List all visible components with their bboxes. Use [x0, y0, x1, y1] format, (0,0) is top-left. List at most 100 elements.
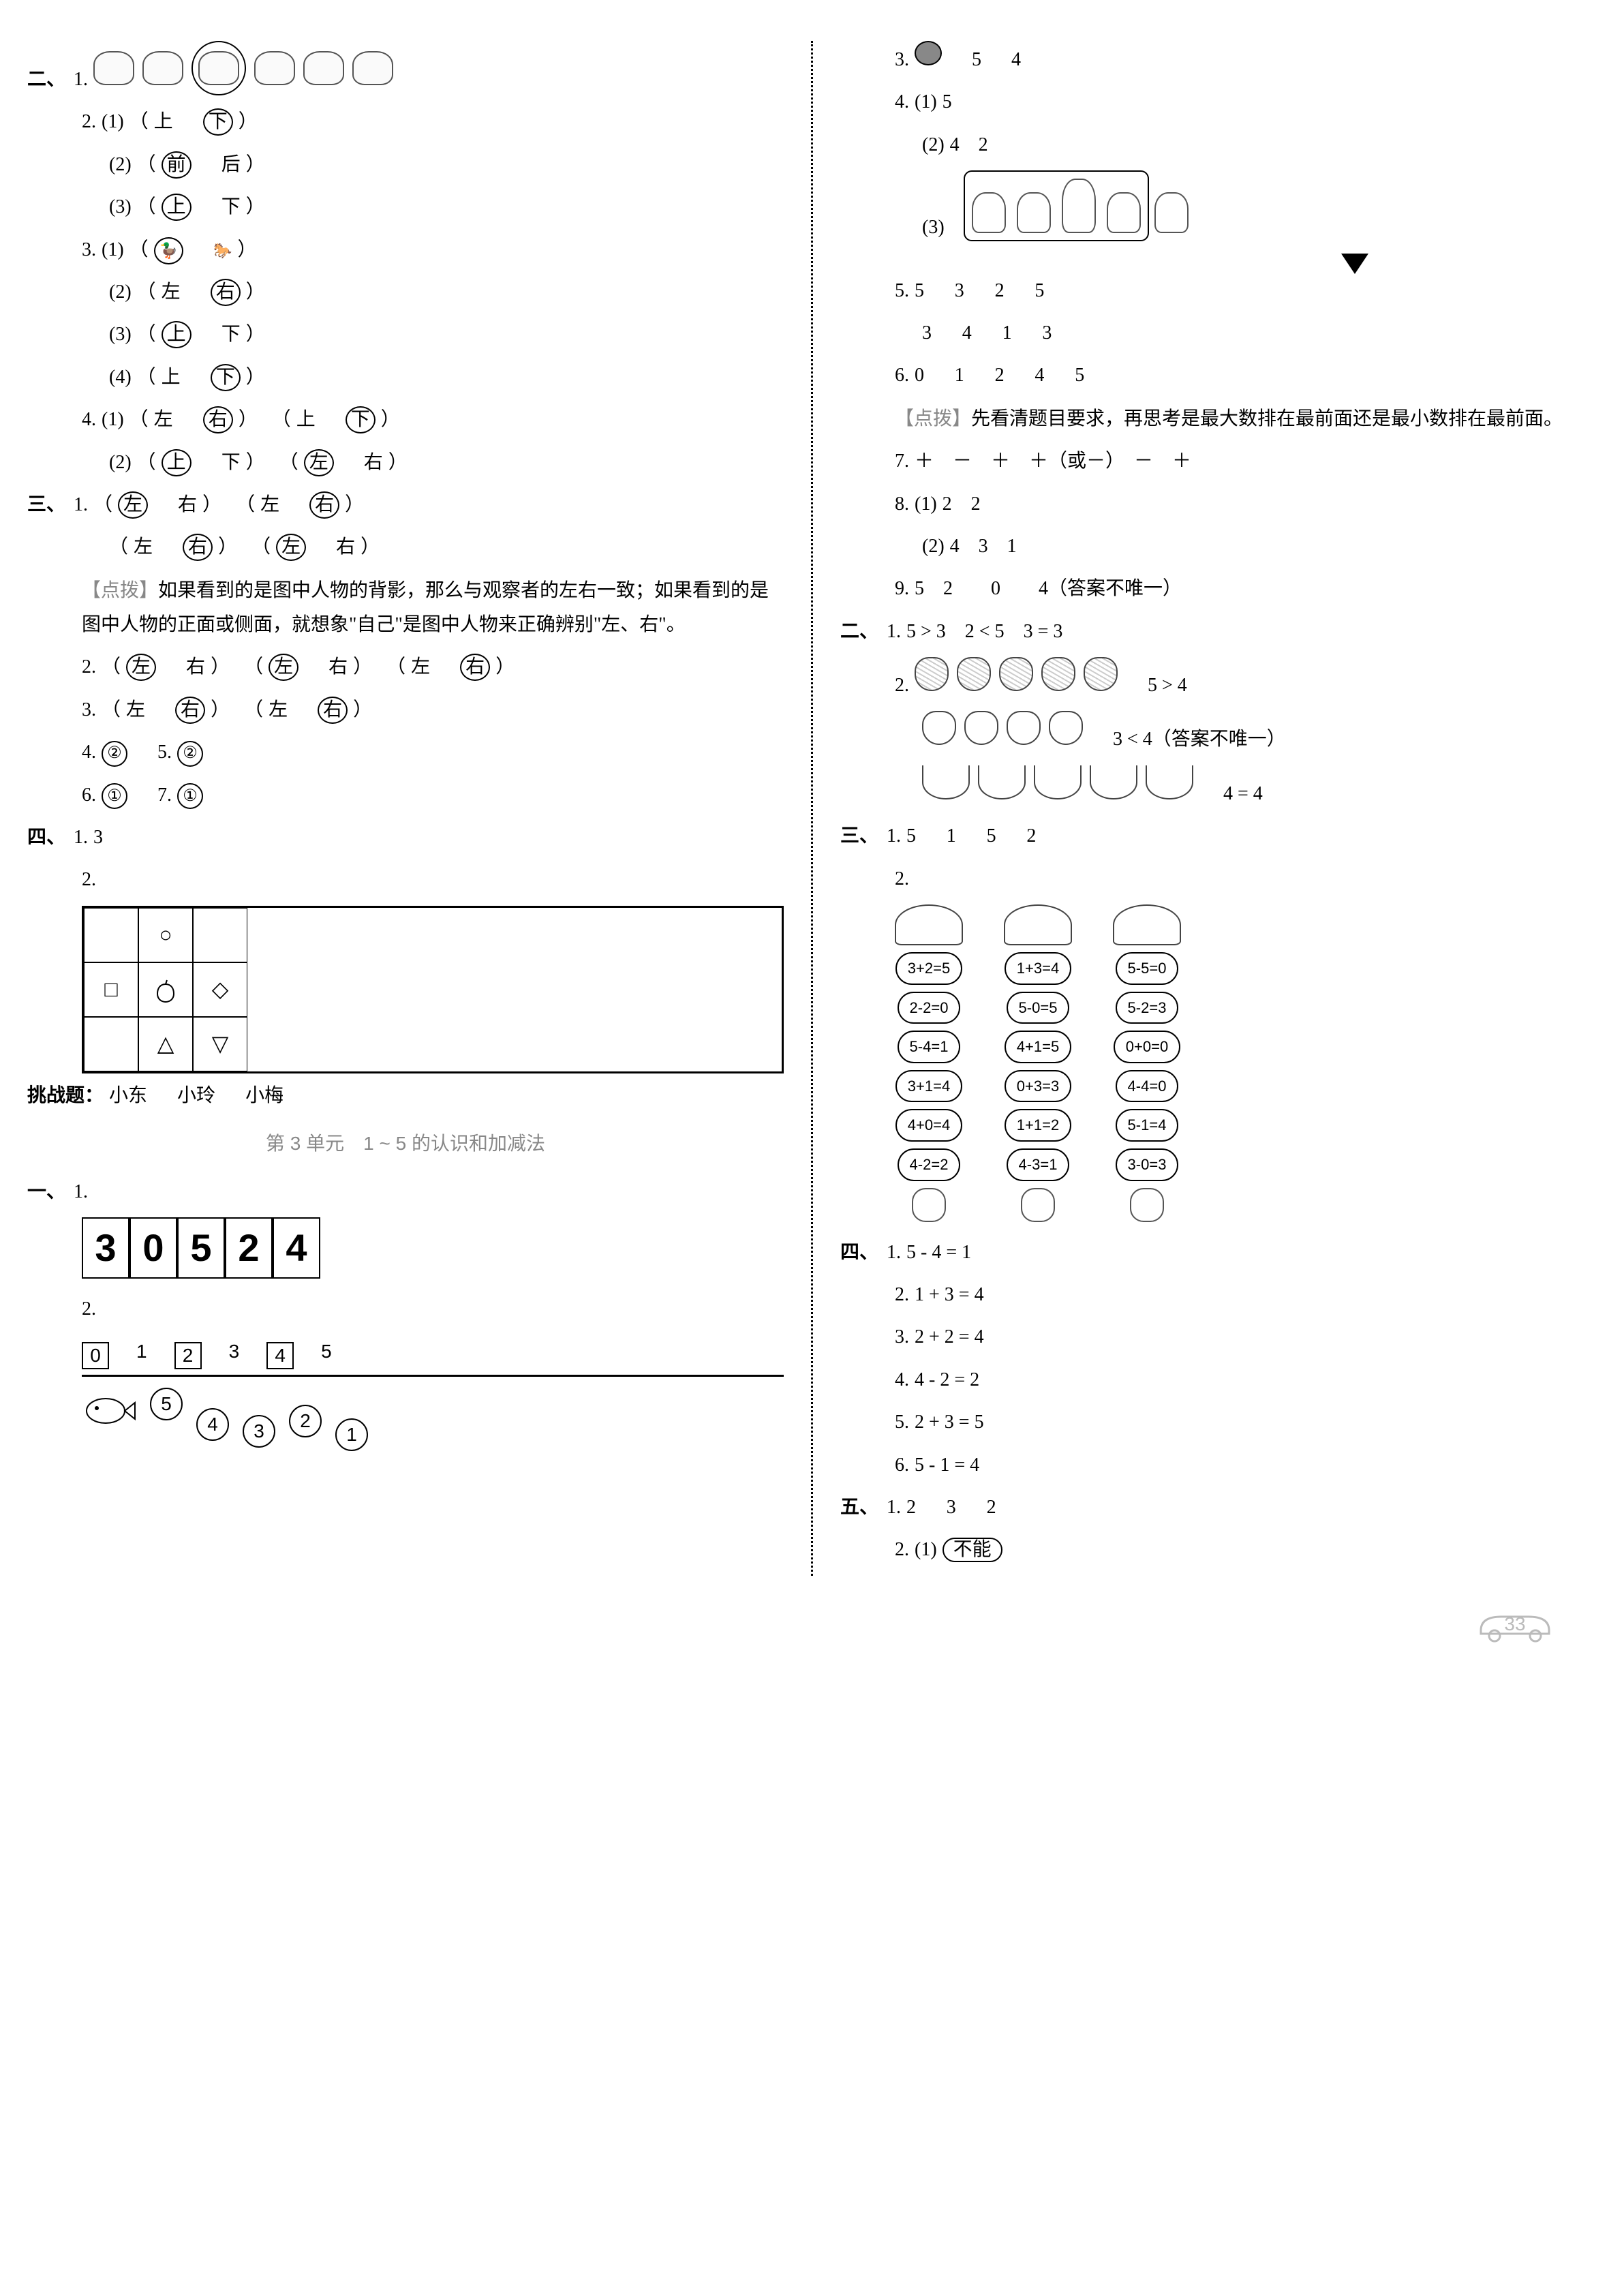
r-sec3-q2: 2.: [840, 862, 1597, 896]
pear-row: [922, 711, 1083, 745]
sec2-q3-2: (2) （左 右）: [27, 275, 784, 309]
vals: 5 1 5 2: [906, 819, 1042, 853]
r-sec2-q1: 二、 1. 5 > 3 2 < 5 3 = 3: [840, 615, 1597, 649]
strawberry-icon: [999, 657, 1033, 691]
eq: 4+0=4: [895, 1109, 962, 1142]
r-sec4-3: 3. 2 + 2 = 4: [840, 1320, 1597, 1354]
sub: (1): [915, 1533, 937, 1567]
q-num: 7.: [895, 444, 909, 478]
name3: 小梅: [245, 1079, 284, 1113]
right-column: 3. 5 4 4. (1) 5 (2) 4 2 (3): [840, 41, 1597, 1576]
opt-b-circled: 下: [203, 108, 233, 136]
unit-title: 第 3 单元 1 ~ 5 的认识和加减法: [27, 1127, 784, 1161]
r-sec5-1: 五、 1. 2 3 2: [840, 1491, 1597, 1525]
opt-b-circled: 下: [211, 364, 241, 391]
r-q4-2: (2) 4 2: [840, 128, 1597, 162]
cmp: 5 > 4: [1148, 669, 1187, 703]
vals: 5 > 3 2 < 5 3 = 3: [906, 615, 1062, 649]
strawberry-icon: [915, 657, 949, 691]
b2: 右: [318, 697, 348, 724]
eq: 4-3=1: [1007, 1148, 1070, 1181]
q-num: 1.: [887, 615, 901, 649]
duck-icon: [972, 192, 1006, 233]
q-num: 2.: [895, 862, 909, 896]
cmp: 4 = 4: [1223, 777, 1263, 811]
giraffe-icon: [1062, 179, 1096, 233]
a2: 左: [260, 488, 279, 522]
r-q7: 7. ＋ － ＋ ＋（或－） － ＋: [840, 444, 1597, 478]
q-num: 1.: [74, 488, 88, 522]
tip-label: 【点拨】: [895, 408, 971, 429]
r-q4-3: (3): [840, 170, 1597, 245]
r-q5-2: 3 4 1 3: [840, 316, 1597, 350]
b2: 右: [328, 650, 348, 684]
numberline: 0 1 2 3 4 5: [82, 1335, 784, 1376]
v: 1 + 3 = 4: [915, 1278, 984, 1312]
bubble: 5: [150, 1388, 183, 1420]
opt-a-circled: 上: [162, 321, 191, 348]
sec3-q2: 2. （左 右） （左 右） （左 右）: [27, 650, 784, 684]
sub: (3): [109, 190, 132, 224]
r-q6: 6. 0 1 2 4 5: [840, 359, 1597, 393]
cell: ▽: [193, 1017, 247, 1071]
cell: △: [138, 1017, 193, 1071]
tick: 2: [174, 1342, 202, 1369]
q-num: 5.: [895, 274, 909, 308]
sec3-q6-7: 6. ① 7. ①: [27, 778, 784, 812]
q4-num: 4.: [82, 735, 96, 769]
r-sec4-1: 四、 1. 5 - 4 = 1: [840, 1236, 1597, 1270]
sub: (2): [109, 275, 132, 309]
turtle-icon: [254, 51, 295, 85]
eq: 3+1=4: [895, 1070, 962, 1103]
opt-b: 后: [221, 148, 241, 182]
q-num: 1.: [74, 821, 88, 855]
a3: 左: [411, 650, 430, 684]
sec2-q2-2: (2) （前 后）: [27, 148, 784, 182]
sec2-q3: 3. (1) （🦆 🐎）: [27, 233, 784, 267]
opt-a-circled: 前: [162, 151, 191, 179]
a2: 上: [296, 403, 316, 437]
sec1b-q2: 2.: [27, 1292, 784, 1326]
v: 2 3 2: [906, 1491, 1002, 1525]
challenge-label: 挑战题：: [27, 1079, 104, 1113]
b: 右: [178, 488, 197, 522]
cell: [84, 1017, 138, 1071]
tick: 1: [136, 1335, 147, 1369]
tick: 3: [229, 1335, 240, 1369]
pet-icon: [1021, 1188, 1055, 1222]
cat-icon: [1154, 192, 1189, 233]
v2: 4: [1011, 43, 1021, 77]
r-sec4-2: 2. 1 + 3 = 4: [840, 1278, 1597, 1312]
q-num: 2.: [82, 863, 96, 897]
q-num: 2.: [82, 650, 96, 684]
digit: 2: [225, 1217, 273, 1279]
r-q5-1: 5. 5 3 2 5: [840, 274, 1597, 308]
sec3-q1-r2: （左 右） （左 右）: [27, 530, 784, 564]
sub: (2): [922, 530, 945, 564]
bubble: 1: [335, 1418, 368, 1451]
v: 2 + 2 = 4: [915, 1320, 984, 1354]
n: 6.: [895, 1448, 909, 1482]
opt-a: 上: [162, 361, 181, 395]
v1: 5: [972, 43, 981, 77]
sub: (2): [922, 128, 945, 162]
sub: (3): [922, 211, 945, 245]
vals: 3 4 1 3: [922, 316, 1058, 350]
r-sec5-2: 2. (1) 不能: [840, 1533, 1597, 1567]
r-q8-1: 8. (1) 2 2: [840, 487, 1597, 521]
left-column: 二、 1. 2. (1) （上 下） (2) （前 后） (3) （上 下）: [27, 41, 784, 1576]
vals: ＋ － ＋ ＋（或－） － ＋: [915, 444, 1191, 478]
q-num: 1.: [887, 819, 901, 853]
q5-num: 5.: [157, 735, 172, 769]
snake-icon: [198, 51, 239, 85]
eq: 5-4=1: [898, 1031, 961, 1063]
b: 右: [186, 650, 205, 684]
q-num: 3.: [82, 233, 96, 267]
r-sec2-q2-pear: 3 < 4（答案不唯一）: [840, 711, 1597, 757]
banana-icon: [922, 765, 970, 799]
a: 左: [154, 403, 173, 437]
strawberry-icon: [957, 657, 991, 691]
tip-body: 如果看到的是图中人物的背影，那么与观察者的左右一致；如果看到的是图中人物的正面或…: [82, 580, 769, 635]
r-sec3-q1: 三、 1. 5 1 5 2: [840, 819, 1597, 853]
duck-icon-circled: 🦆: [154, 237, 183, 264]
